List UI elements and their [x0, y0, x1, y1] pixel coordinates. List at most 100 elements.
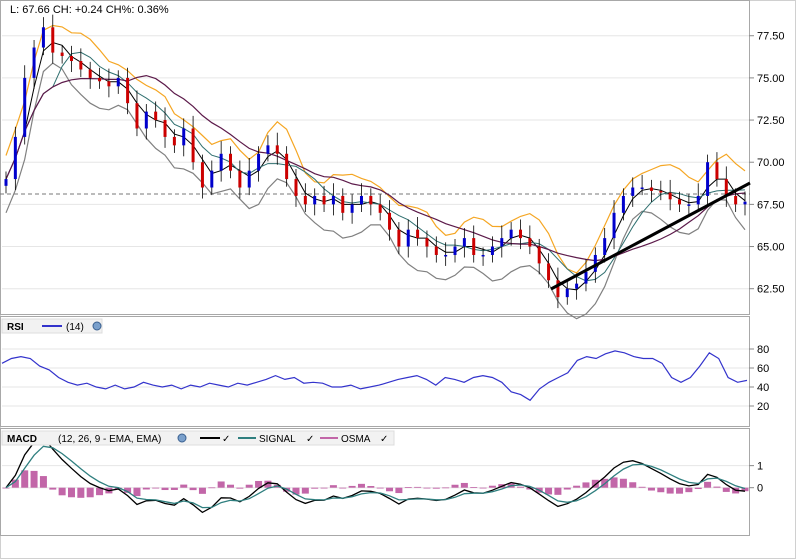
osma-bar — [320, 487, 328, 489]
candle-body — [518, 229, 522, 239]
osma-bar — [227, 484, 235, 488]
candle-body — [537, 246, 541, 264]
osma-bar — [657, 487, 665, 493]
osma-bar — [545, 487, 553, 495]
price-tick-label: 67.50 — [757, 199, 785, 211]
osma-bar — [367, 486, 375, 488]
candle-body — [191, 128, 195, 163]
macd-param: (12, 26, 9 - EMA, EMA) — [58, 434, 161, 445]
rsi-tick-label: 80 — [757, 344, 769, 356]
rsi-tick-label: 20 — [757, 401, 769, 413]
macd-legend: MACD (12, 26, 9 - EMA, EMA) ✓ SIGNAL ✓ O… — [1, 430, 395, 446]
osma-bar — [133, 487, 141, 497]
rsi-tick-label: 40 — [757, 382, 769, 394]
price-tick-label: 62.50 — [757, 284, 785, 296]
candle-body — [369, 195, 373, 205]
osma-bar — [619, 478, 627, 488]
candle-body — [13, 136, 17, 180]
candle-body — [425, 238, 429, 247]
check-icon: ✓ — [380, 434, 388, 445]
osma-bar — [582, 482, 590, 488]
osma-bar — [516, 486, 524, 488]
osma-bar — [563, 487, 571, 490]
osma-bar — [704, 481, 712, 488]
osma-bar — [348, 485, 356, 488]
osma-bar — [386, 487, 394, 492]
osma-bar — [39, 476, 47, 488]
candle-body — [734, 195, 738, 205]
candle-body — [322, 195, 326, 205]
price-tick-label: 70.00 — [757, 157, 785, 169]
candle-body — [331, 195, 335, 205]
osma-bar — [311, 487, 319, 489]
candle-body — [285, 153, 289, 180]
osma-bar — [470, 487, 478, 488]
osma-bar — [292, 487, 300, 495]
trendline — [550, 181, 751, 291]
candle-body — [528, 238, 532, 247]
settings-icon[interactable] — [92, 321, 102, 331]
candle-body — [303, 195, 307, 205]
osma-bar — [301, 487, 309, 494]
candle-body — [257, 153, 261, 171]
candle-body — [434, 246, 438, 255]
osma-bar — [11, 479, 19, 488]
osma-bar — [395, 487, 403, 494]
osma-bar — [423, 487, 431, 489]
osma-bar — [96, 487, 104, 496]
candle-body — [584, 271, 588, 284]
candle-body — [621, 195, 625, 213]
candle-body — [687, 204, 691, 206]
candle-body — [41, 27, 45, 48]
osma-bar — [432, 487, 440, 489]
osma-bar — [217, 481, 225, 488]
osma-bar — [676, 487, 684, 494]
rsi-legend: RSI (14) — [1, 318, 103, 334]
osma-bar — [86, 487, 94, 498]
osma-bar — [30, 470, 38, 488]
candle-body — [107, 81, 111, 87]
osma-bar — [329, 485, 337, 488]
candlesticks — [4, 14, 747, 309]
osma-bar — [629, 482, 637, 488]
moving-average-mid — [5, 51, 746, 282]
candle-body — [603, 238, 607, 255]
osma-bar — [236, 487, 244, 489]
candle-body — [500, 238, 504, 247]
osma-bar — [58, 487, 66, 496]
candle-body — [210, 170, 214, 188]
macd-tick-label: 0 — [757, 483, 763, 495]
osma-bar — [414, 486, 422, 488]
osma-bar — [264, 480, 272, 488]
osma-bar — [451, 484, 459, 488]
rsi-y-axis: 80 60 40 20 — [749, 344, 769, 413]
candle-body — [593, 254, 597, 272]
osma-label: OSMA — [341, 434, 371, 445]
candle-body — [238, 170, 242, 188]
candle-body — [490, 246, 494, 255]
candle-body — [88, 69, 92, 78]
check-icon: ✓ — [306, 434, 314, 445]
candle-body — [275, 145, 279, 154]
osma-bar — [554, 487, 562, 495]
price-tick-label: 75.00 — [757, 73, 785, 85]
candle-body — [472, 238, 476, 255]
candle-body — [715, 162, 719, 180]
price-tick-label: 77.50 — [757, 31, 785, 43]
candle-body — [462, 238, 466, 247]
candle-body — [116, 77, 120, 87]
osma-bar — [376, 487, 384, 489]
candle-body — [378, 204, 382, 213]
candle-body — [659, 190, 663, 193]
osma-bar — [49, 487, 57, 490]
candle-body — [200, 162, 204, 188]
candle-body — [388, 212, 392, 230]
candle-body — [612, 212, 616, 239]
osma-bar — [180, 484, 188, 488]
osma-bar — [170, 487, 178, 490]
candle-body — [79, 61, 83, 70]
osma-bar — [21, 470, 29, 488]
osma-bar — [666, 487, 674, 494]
settings-icon[interactable] — [177, 433, 187, 443]
